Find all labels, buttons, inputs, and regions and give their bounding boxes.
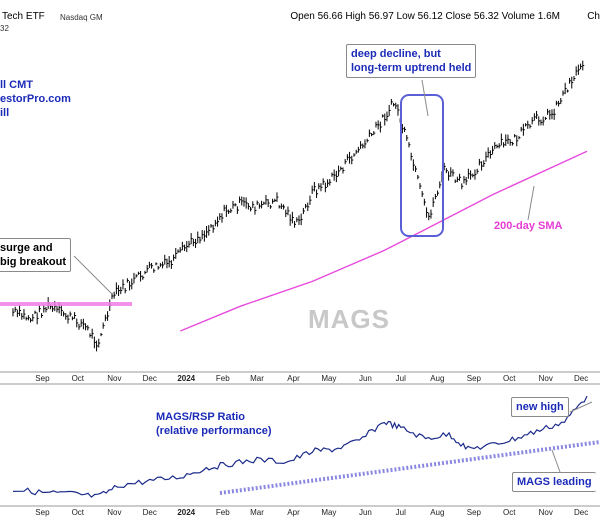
month-label-oct: Oct xyxy=(71,374,85,383)
chart-label: Ch xyxy=(587,11,600,22)
ratio-annotation: MAGS/RSP Ratio (relative performance) xyxy=(156,410,272,438)
source-line-1: ll CMT xyxy=(0,79,33,91)
security-name: Tech ETF xyxy=(2,11,45,22)
month-label-sep: Sep xyxy=(35,374,50,383)
symbol-watermark: MAGS xyxy=(308,304,390,334)
source-line-2: estorPro.com xyxy=(0,93,71,105)
surge-callout-pointer xyxy=(73,255,113,295)
month-label-oct: Oct xyxy=(71,508,85,517)
source-annotation: ll CMT estorPro.com ill xyxy=(0,78,71,120)
month-label-dec: Dec xyxy=(574,374,589,383)
chart-header: Tech ETF Nasdaq GM Open 56.66 High 56.97… xyxy=(0,0,600,22)
month-label-nov: Nov xyxy=(538,508,553,517)
new-high-box: new high xyxy=(511,397,569,417)
new-high-pointer xyxy=(569,401,593,413)
month-label-feb: Feb xyxy=(215,374,230,383)
month-label-2024: 2024 xyxy=(177,508,196,517)
leading-pointer xyxy=(551,449,561,473)
month-label-nov: Nov xyxy=(107,508,122,517)
month-label-jul: Jul xyxy=(395,374,406,383)
source-line-3: ill xyxy=(0,107,10,119)
sma-200-line xyxy=(180,150,588,332)
surge-line-1: surge and xyxy=(0,242,53,254)
month-label-dec: Dec xyxy=(574,508,589,517)
month-label-jul: Jul xyxy=(395,508,406,517)
decline-line-1: deep decline, but xyxy=(351,48,441,60)
decline-line-2: long-term uptrend held xyxy=(351,62,472,74)
ratio-line xyxy=(12,395,588,498)
month-label-mar: Mar xyxy=(250,374,264,383)
month-label-nov: Nov xyxy=(538,374,553,383)
surge-line-2: big breakout xyxy=(0,256,67,268)
month-label-dec: Dec xyxy=(142,508,157,517)
month-label-2024: 2024 xyxy=(177,374,196,383)
sma-callout-pointer xyxy=(527,185,535,221)
surge-annotation-box: surge and big breakout xyxy=(0,238,72,272)
month-label-may: May xyxy=(321,508,337,517)
month-label-feb: Feb xyxy=(215,508,230,517)
month-label-dec: Dec xyxy=(142,374,157,383)
month-label-apr: Apr xyxy=(287,374,300,383)
month-label-oct: Oct xyxy=(502,374,516,383)
month-label-sep: Sep xyxy=(466,508,481,517)
month-label-oct: Oct xyxy=(502,508,516,517)
month-label-jun: Jun xyxy=(358,508,372,517)
decline-callout-pointer xyxy=(421,79,429,117)
month-label-sep: Sep xyxy=(466,374,481,383)
leading-box: MAGS leading xyxy=(512,472,596,492)
exchange-label: Nasdaq GM xyxy=(60,13,103,22)
month-label-aug: Aug xyxy=(430,508,445,517)
decline-annotation-box: deep decline, but long-term uptrend held xyxy=(346,44,477,78)
last-price-label: 32 xyxy=(0,24,9,33)
month-label-apr: Apr xyxy=(287,508,300,517)
sma-label: 200-day SMA xyxy=(494,220,563,232)
ohlc-readout: Open 56.66 High 56.97 Low 56.12 Close 56… xyxy=(290,11,560,22)
month-label-nov: Nov xyxy=(107,374,122,383)
month-label-jun: Jun xyxy=(358,374,372,383)
month-label-mar: Mar xyxy=(250,508,264,517)
month-label-may: May xyxy=(321,374,337,383)
month-label-sep: Sep xyxy=(35,508,50,517)
ratio-line-1: MAGS/RSP Ratio xyxy=(156,411,246,423)
month-label-aug: Aug xyxy=(430,374,445,383)
ratio-line-2: (relative performance) xyxy=(156,425,272,437)
decline-highlight-box xyxy=(400,94,444,237)
